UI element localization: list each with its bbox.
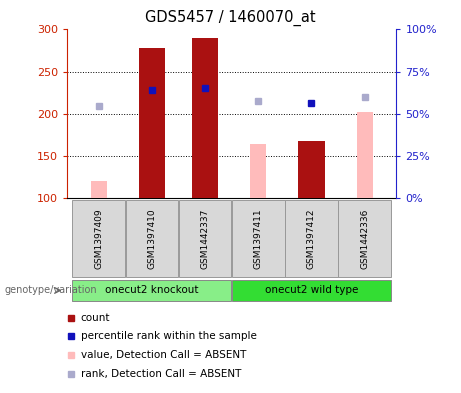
Bar	[232, 200, 284, 277]
Bar	[357, 112, 372, 198]
Text: GSM1442337: GSM1442337	[201, 209, 210, 269]
Text: GSM1442336: GSM1442336	[360, 209, 369, 269]
Bar	[139, 48, 165, 198]
Text: GSM1397409: GSM1397409	[94, 208, 103, 269]
Text: GDS5457 / 1460070_at: GDS5457 / 1460070_at	[145, 10, 316, 26]
Text: GSM1397410: GSM1397410	[148, 208, 156, 269]
Bar	[192, 38, 219, 198]
Bar	[338, 200, 391, 277]
Text: GSM1397411: GSM1397411	[254, 208, 263, 269]
Text: GSM1397412: GSM1397412	[307, 209, 316, 269]
Text: value, Detection Call = ABSENT: value, Detection Call = ABSENT	[81, 350, 246, 360]
Text: onecut2 knockout: onecut2 knockout	[105, 285, 199, 296]
Text: percentile rank within the sample: percentile rank within the sample	[81, 331, 257, 342]
Bar	[285, 200, 338, 277]
Bar	[72, 200, 125, 277]
Text: rank, Detection Call = ABSENT: rank, Detection Call = ABSENT	[81, 369, 241, 379]
Bar	[179, 200, 231, 277]
Bar	[250, 144, 266, 198]
Text: onecut2 wild type: onecut2 wild type	[265, 285, 358, 296]
Bar	[125, 200, 178, 277]
Bar	[298, 141, 325, 198]
Bar	[72, 280, 231, 301]
Bar	[232, 280, 391, 301]
Text: count: count	[81, 312, 110, 323]
Bar	[91, 181, 106, 198]
Text: genotype/variation: genotype/variation	[5, 285, 97, 296]
